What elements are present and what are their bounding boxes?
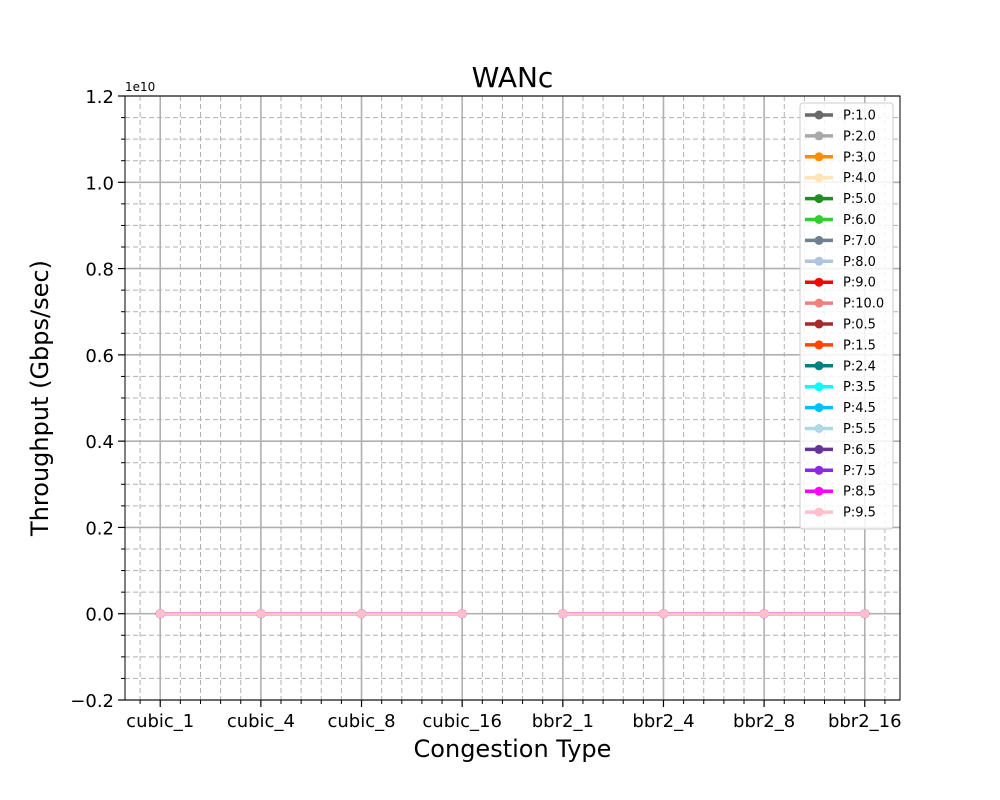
legend-label: P:2.0 (843, 129, 876, 144)
x-tick-label: bbr2_4 (632, 711, 694, 732)
legend-entry: P:10.0 (805, 297, 884, 312)
x-tick-label: cubic_4 (227, 711, 295, 732)
x-axis-title: Congestion Type (414, 735, 612, 763)
legend-entry: P:3.5 (805, 380, 876, 395)
y-tick-label: 0.6 (85, 346, 114, 367)
data-point (860, 609, 870, 619)
legend-label: P:9.5 (843, 506, 876, 521)
legend-entry: P:1.0 (805, 109, 876, 124)
data-point (558, 609, 568, 619)
x-tick-label: bbr2_16 (828, 711, 902, 732)
legend-label: P:3.5 (843, 380, 876, 395)
legend-label: P:8.5 (843, 485, 876, 500)
legend-swatch-marker (814, 235, 824, 245)
x-tick-label: bbr2_8 (733, 711, 795, 732)
legend-swatch-marker (814, 131, 824, 141)
legend-swatch-marker (814, 361, 824, 371)
legend-swatch-marker (814, 444, 824, 454)
y-tick-label: 1.2 (85, 87, 114, 108)
legend-swatch-marker (814, 256, 824, 266)
legend-entry: P:4.0 (805, 171, 876, 186)
legend-entry: P:9.0 (805, 276, 876, 291)
legend-label: P:1.5 (843, 338, 876, 353)
legend-swatch-marker (814, 403, 824, 413)
legend-entry: P:7.0 (805, 234, 876, 249)
data-point (357, 609, 367, 619)
legend-swatch-marker (814, 382, 824, 392)
legend-entry: P:5.5 (805, 422, 876, 437)
legend-label: P:2.4 (843, 359, 876, 374)
legend-swatch-marker (814, 110, 824, 120)
legend-entry: P:5.0 (805, 192, 876, 207)
legend-entry: P:8.0 (805, 255, 876, 270)
legend-label: P:0.5 (843, 318, 876, 333)
legend-swatch-marker (814, 465, 824, 475)
y-tick-label: 0.0 (85, 605, 114, 626)
legend-entry: P:9.5 (805, 506, 876, 521)
y-axis-title: Throughput (Gbps/sec) (26, 260, 54, 537)
legend-entry: P:0.5 (805, 318, 876, 333)
y-tick-label: 0.2 (85, 518, 114, 539)
legend-entry: P:7.5 (805, 464, 876, 479)
legend-label: P:1.0 (843, 109, 876, 124)
legend-swatch-marker (814, 486, 824, 496)
data-point (658, 609, 668, 619)
major-grid (125, 95, 900, 701)
chart-title: WANc (472, 61, 554, 94)
data-point (457, 609, 467, 619)
series-layer (155, 609, 870, 619)
x-tick-label: cubic_1 (126, 711, 194, 732)
y-tick-label: 1.0 (85, 173, 114, 194)
legend-entry: P:2.0 (805, 129, 876, 144)
legend-label: P:8.0 (843, 255, 876, 270)
legend-swatch-marker (814, 277, 824, 287)
x-tick-label: cubic_8 (327, 711, 395, 732)
legend-swatch-marker (814, 507, 824, 517)
legend-label: P:7.0 (843, 234, 876, 249)
legend-swatch-marker (814, 298, 824, 308)
series-p-9-5 (155, 609, 870, 619)
y-tick-label: −0.2 (70, 691, 114, 712)
legend-label: P:5.0 (843, 192, 876, 207)
legend-entry: P:2.4 (805, 359, 876, 374)
ticks-layer: cubic_1 cubic_4 cubic_8 cubic_16 bbr2_1 bbr2_… (70, 87, 901, 732)
legend-label: P:3.0 (843, 150, 876, 165)
y-tick-label: 0.4 (85, 432, 114, 453)
legend-swatch-marker (814, 152, 824, 162)
legend-label: P:9.0 (843, 276, 876, 291)
legend-entry: P:3.0 (805, 150, 876, 165)
data-point (256, 609, 266, 619)
legend: P:1.0 P:2.0 P:3.0 P:4.0 P:5.0 P:6.0 P:7.0 P:8.0… (799, 102, 894, 530)
y-exponent-label: 1e10 (125, 80, 155, 94)
legend-entry: P:4.5 (805, 401, 876, 416)
legend-swatch-marker (814, 340, 824, 350)
legend-entry: P:1.5 (805, 338, 876, 353)
legend-label: P:6.5 (843, 443, 876, 458)
legend-swatch-marker (814, 215, 824, 224)
data-point (155, 609, 165, 619)
y-tick-label: 0.8 (85, 260, 114, 281)
x-tick-label: cubic_16 (422, 711, 502, 732)
legend-entry: P:6.5 (805, 443, 876, 458)
legend-entry: P:8.5 (805, 485, 876, 500)
legend-swatch-marker (814, 194, 824, 204)
data-point (759, 609, 769, 619)
legend-box (799, 102, 894, 530)
legend-label: P:4.0 (843, 171, 876, 186)
legend-label: P:6.0 (843, 213, 876, 228)
legend-swatch-marker (814, 319, 824, 329)
legend-label: P:10.0 (843, 297, 884, 312)
legend-swatch-marker (814, 173, 824, 183)
x-tick-label: bbr2_1 (532, 711, 594, 732)
legend-entry: P:6.0 (805, 213, 876, 228)
legend-label: P:4.5 (843, 401, 876, 416)
legend-swatch-marker (814, 424, 824, 433)
legend-label: P:7.5 (843, 464, 876, 479)
legend-label: P:5.5 (843, 422, 876, 437)
